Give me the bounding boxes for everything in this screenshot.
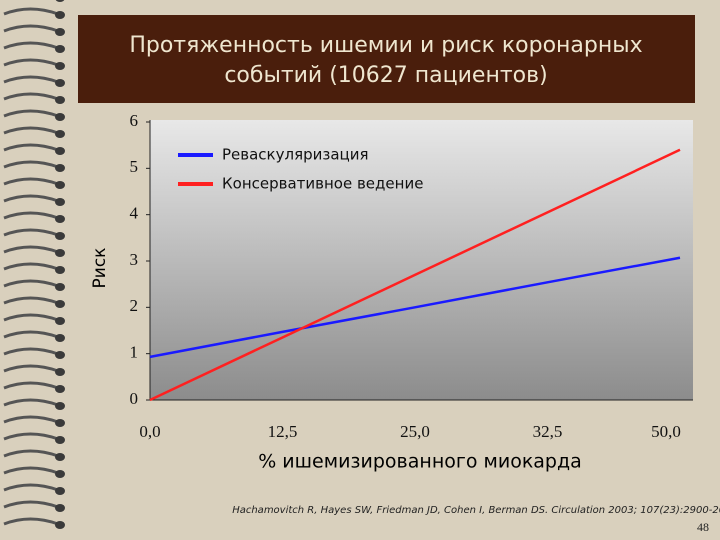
y-tick-label: 6 [130, 111, 139, 130]
x-tick-label: 0,0 [139, 422, 160, 441]
x-tick-label: 25,0 [400, 422, 430, 441]
y-tick-label: 5 [130, 157, 139, 176]
y-axis-label: Риск [90, 248, 110, 289]
title-box [78, 15, 695, 103]
spiral-binding [0, 0, 70, 530]
x-axis-label: % ишемизированного миокарда [258, 451, 582, 473]
plot-area [150, 120, 693, 400]
title-line: Протяженность ишемии и риск коронарных [129, 33, 642, 58]
y-tick-label: 1 [130, 343, 139, 362]
x-tick-label: 32,5 [533, 422, 563, 441]
y-tick-label: 2 [130, 296, 139, 315]
chart: 0 1 2 3 4 5 6 0,0 12,5 25,0 32,5 50,0 Риск % ишемизир… [90, 111, 693, 473]
page-number: 48 [697, 520, 709, 534]
legend-label: Консервативное ведение [222, 175, 423, 193]
y-tick-label: 4 [130, 204, 139, 223]
x-tick-label: 12,5 [268, 422, 298, 441]
citation: Hachamovitch R, Hayes SW, Friedman JD, C… [232, 505, 720, 516]
series-line [149, 148, 681, 402]
y-tick-label: 0 [130, 389, 139, 408]
x-tick-label: 50,0 [651, 422, 681, 441]
series-line [149, 256, 681, 359]
y-tick-label: 3 [130, 250, 139, 269]
title-line: событий (10627 пациентов) [224, 63, 547, 88]
legend-label: Реваскуляризация [222, 146, 369, 164]
